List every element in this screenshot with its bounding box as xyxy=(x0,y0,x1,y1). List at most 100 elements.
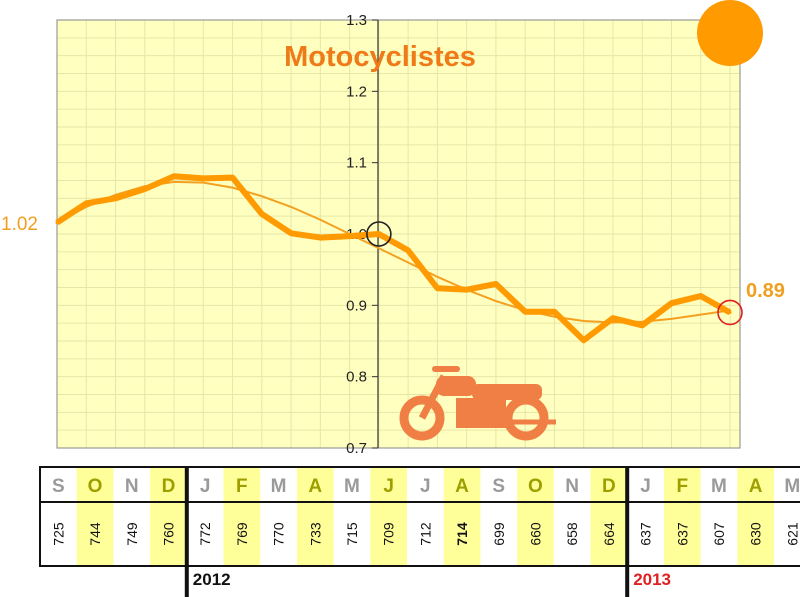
highlight-markers xyxy=(366,221,743,326)
month-label: D xyxy=(162,476,176,497)
moto-front-wheel xyxy=(399,395,445,441)
column-highlight xyxy=(223,467,261,566)
y-tick-label: 0.9 xyxy=(346,297,367,314)
count-value: 699 xyxy=(491,522,507,546)
y-tick-label: 1.3 xyxy=(346,12,367,29)
column-highlight xyxy=(370,467,407,566)
month-label: J xyxy=(640,476,651,497)
data-point xyxy=(669,301,673,305)
chart-title: Motocyclistes xyxy=(284,41,476,73)
column-highlight xyxy=(737,467,774,566)
moto-tank xyxy=(436,376,476,396)
month-label: N xyxy=(125,476,139,497)
month-label: F xyxy=(676,476,688,497)
data-point xyxy=(552,310,556,314)
y-tick-labels: 0.70.80.91.01.11.21.3 xyxy=(346,12,378,457)
count-value: 744 xyxy=(87,522,103,546)
data-point xyxy=(348,234,352,238)
grid xyxy=(56,19,741,449)
table-border xyxy=(39,466,800,567)
column-highlight xyxy=(150,467,187,566)
data-point xyxy=(699,294,703,298)
data-point xyxy=(465,288,469,292)
count-value: 637 xyxy=(638,522,654,546)
data-table: SONDJFMAMJJASONDJFMAMJJA7257447497607727… xyxy=(39,466,800,597)
data-point xyxy=(172,174,176,178)
month-label: A xyxy=(308,476,322,497)
data-point xyxy=(289,231,293,235)
month-label: F xyxy=(236,476,248,497)
data-point xyxy=(318,236,322,240)
count-value: 772 xyxy=(197,522,213,546)
month-label: J xyxy=(200,476,211,497)
moto-fork xyxy=(418,374,448,420)
column-highlight xyxy=(76,467,114,566)
count-value: 660 xyxy=(527,522,543,546)
data-point xyxy=(84,201,88,205)
data-point xyxy=(640,323,644,327)
plot-border xyxy=(56,19,741,449)
month-label: S xyxy=(492,476,505,497)
y-tick-label: 1.2 xyxy=(346,83,367,100)
data-point xyxy=(377,232,381,236)
data-point xyxy=(231,176,235,180)
month-label: M xyxy=(271,476,287,497)
month-label: S xyxy=(52,476,65,497)
orange-circle-icon xyxy=(697,0,763,66)
month-label: N xyxy=(565,476,579,497)
count-value: 749 xyxy=(124,522,140,546)
year-label: 2013 xyxy=(633,570,671,589)
month-label: M xyxy=(711,476,727,497)
moto-engine xyxy=(456,398,506,428)
month-label: O xyxy=(88,476,103,497)
count-value: 630 xyxy=(748,522,764,546)
count-value: 714 xyxy=(454,522,470,546)
count-value: 607 xyxy=(711,522,727,546)
column-highlight xyxy=(296,467,334,566)
data-point xyxy=(55,221,59,225)
month-label: J xyxy=(383,476,394,497)
month-label: D xyxy=(602,476,616,497)
count-value: 725 xyxy=(50,522,66,546)
column-highlight xyxy=(590,467,628,566)
count-value: 637 xyxy=(674,522,690,546)
start-value-label: 1.02 xyxy=(1,214,38,235)
current-marker xyxy=(717,299,743,326)
month-label: J xyxy=(420,476,431,497)
data-point xyxy=(260,212,264,216)
column-highlight xyxy=(443,467,481,566)
year-label: 2012 xyxy=(193,570,231,589)
data-point xyxy=(494,282,498,286)
count-value: 715 xyxy=(344,522,360,546)
reference-marker xyxy=(366,221,392,247)
count-value: 769 xyxy=(234,522,250,546)
data-point xyxy=(201,176,205,180)
count-value: 712 xyxy=(417,522,433,546)
motorcycle-icon xyxy=(399,366,556,441)
count-value: 760 xyxy=(160,522,176,546)
data-point xyxy=(114,196,118,200)
y-tick-label: 0.8 xyxy=(346,369,367,386)
data-point xyxy=(611,316,615,320)
column-highlight xyxy=(517,467,554,566)
count-value: 621 xyxy=(784,522,800,546)
data-point xyxy=(582,338,586,342)
series-line xyxy=(55,173,732,344)
y-tick-label: 0.7 xyxy=(346,440,367,457)
data-point xyxy=(523,310,527,314)
count-value: 709 xyxy=(381,522,397,546)
count-value: 770 xyxy=(271,522,287,546)
y-tick-label: 1.1 xyxy=(346,155,367,172)
month-label: M xyxy=(784,476,800,497)
data-point xyxy=(406,248,410,252)
count-value: 664 xyxy=(601,522,617,546)
count-value: 733 xyxy=(307,522,323,546)
series-lines xyxy=(55,173,732,344)
month-label: O xyxy=(528,476,543,497)
month-label: A xyxy=(455,476,469,497)
month-label: A xyxy=(749,476,763,497)
column-highlight xyxy=(663,467,701,566)
end-value-label: 0.89 xyxy=(746,280,785,302)
data-point xyxy=(435,286,439,290)
